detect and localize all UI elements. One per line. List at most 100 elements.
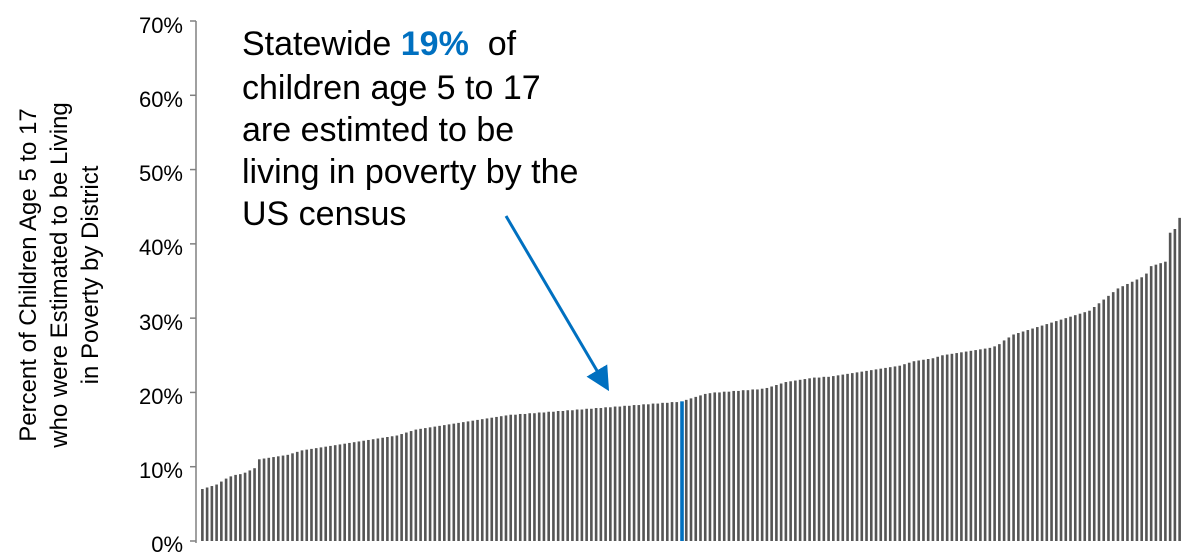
bar: [632, 405, 636, 541]
bar: [1069, 316, 1072, 541]
y-axis-title-line-1: Percent of Children Age 5 to 17: [15, 108, 42, 442]
bar: [514, 414, 517, 541]
bar: [718, 392, 721, 541]
bar: [571, 410, 574, 541]
bar: [405, 432, 408, 541]
bar: [808, 378, 811, 541]
bar: [836, 375, 840, 541]
bar: [566, 410, 569, 541]
callout: Statewide 19% of children age 5 to 17 ar…: [242, 25, 578, 233]
callout-arrow: [504, 215, 610, 392]
bar: [428, 427, 432, 541]
bar: [414, 429, 418, 541]
bar: [276, 456, 280, 541]
bar: [367, 439, 370, 541]
bar: [201, 489, 204, 541]
bar: [746, 390, 750, 541]
bar: [1130, 281, 1134, 541]
bar: [537, 412, 541, 541]
bar: [210, 486, 214, 541]
bar: [803, 379, 807, 541]
bar: [310, 448, 313, 541]
y-tick-labels: 0% 10% 20% 30% 40% 50% 60% 70%: [139, 13, 183, 552]
y-tick-label-0: 0%: [151, 532, 183, 552]
bar: [229, 476, 233, 541]
bar: [794, 380, 797, 541]
bar: [931, 358, 935, 541]
bar: [675, 402, 679, 541]
bar: [329, 445, 332, 541]
bar: [979, 349, 982, 541]
bar: [874, 369, 878, 541]
bar: [926, 359, 930, 541]
bar: [869, 370, 873, 541]
y-tick-label-30: 30%: [139, 310, 183, 335]
bar: [395, 435, 399, 541]
bar: [409, 431, 413, 541]
bar: [594, 408, 598, 541]
bar: [651, 403, 655, 541]
bar: [1145, 273, 1148, 541]
bar: [964, 351, 968, 541]
bar: [703, 393, 707, 541]
bar: [708, 393, 712, 541]
bar: [760, 388, 764, 541]
y-tick-marks: [190, 20, 196, 542]
bar: [623, 405, 626, 541]
callout-line-1: Statewide 19% of: [242, 25, 517, 63]
callout-highlight-value: 19%: [401, 25, 469, 63]
bar: [917, 360, 921, 541]
bar: [518, 413, 522, 541]
bar: [295, 451, 299, 541]
bar: [1116, 288, 1120, 541]
bar: [314, 448, 318, 541]
bar: [727, 391, 731, 541]
bar: [224, 478, 228, 541]
bar: [324, 446, 328, 541]
bar: [352, 442, 356, 541]
bar: [1154, 264, 1158, 541]
bar: [907, 362, 911, 541]
bar: [1168, 232, 1172, 541]
bar: [509, 414, 513, 541]
bar: [637, 405, 641, 541]
bar: [1026, 330, 1030, 541]
bar: [865, 370, 868, 541]
bar: [471, 420, 475, 541]
bar: [1031, 328, 1034, 541]
bar: [670, 402, 674, 541]
bar: [770, 386, 773, 541]
bar: [604, 407, 607, 541]
bar: [528, 413, 532, 541]
bar: [381, 437, 384, 541]
bar: [1017, 333, 1020, 541]
bar: [850, 373, 854, 541]
bar: [713, 392, 717, 541]
bar: [656, 403, 660, 541]
bar: [438, 425, 441, 541]
bar: [647, 404, 650, 541]
bar: [390, 436, 394, 541]
bar: [580, 409, 584, 541]
bar: [860, 371, 864, 541]
bar: [1135, 279, 1139, 541]
bar: [888, 367, 892, 541]
y-axis-title-line-2: who were Estimated to be Living: [46, 102, 73, 449]
bar: [1149, 266, 1153, 541]
bar: [466, 421, 470, 541]
bar: [1036, 327, 1039, 541]
bar: [665, 402, 669, 541]
bar: [400, 434, 403, 541]
bar: [234, 474, 237, 541]
bar: [371, 439, 375, 541]
bar: [343, 443, 346, 541]
bar: [286, 454, 290, 541]
bar: [884, 367, 887, 541]
bar: [694, 396, 698, 541]
bar: [950, 353, 954, 541]
bar: [215, 484, 218, 541]
bar: [239, 474, 242, 541]
bar: [1107, 295, 1110, 541]
bar: [561, 411, 565, 541]
bar: [552, 411, 555, 541]
